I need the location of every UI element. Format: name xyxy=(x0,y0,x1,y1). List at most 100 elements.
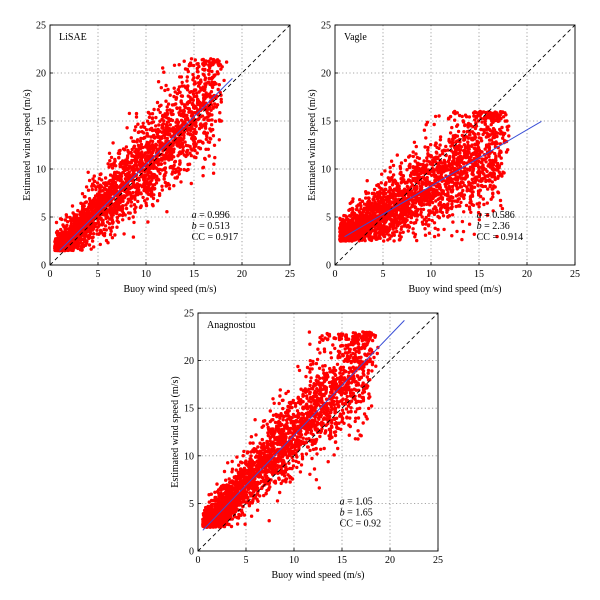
data-point xyxy=(192,106,196,110)
data-point xyxy=(472,146,476,150)
data-point xyxy=(162,133,166,137)
data-point xyxy=(492,132,496,136)
data-point xyxy=(124,206,129,211)
data-point xyxy=(484,178,489,183)
data-point xyxy=(381,200,385,204)
data-point xyxy=(65,244,70,248)
data-point xyxy=(411,150,415,154)
data-point xyxy=(182,59,186,63)
data-point xyxy=(167,133,171,137)
data-point xyxy=(182,130,186,134)
data-point xyxy=(171,112,175,117)
data-point xyxy=(483,184,488,189)
data-point xyxy=(408,192,413,196)
data-point xyxy=(192,89,196,93)
data-point xyxy=(482,202,486,207)
data-point xyxy=(355,204,359,208)
data-point xyxy=(135,158,139,162)
data-point xyxy=(440,165,444,169)
data-point xyxy=(342,219,346,223)
data-point xyxy=(143,174,148,179)
data-point xyxy=(62,230,66,235)
data-point xyxy=(398,166,403,171)
data-point xyxy=(401,230,405,234)
data-point xyxy=(209,123,214,127)
data-point xyxy=(199,122,203,126)
stat-b: b = 0.513 xyxy=(192,221,230,232)
data-point xyxy=(420,220,425,224)
data-point xyxy=(453,199,457,203)
data-point xyxy=(219,67,223,71)
data-point xyxy=(129,204,133,208)
data-point xyxy=(493,118,497,123)
data-point xyxy=(57,245,61,250)
data-point xyxy=(161,113,165,118)
data-point xyxy=(434,150,438,154)
data-point xyxy=(395,185,399,190)
data-point xyxy=(114,211,119,216)
data-point xyxy=(101,189,105,193)
data-point xyxy=(455,111,459,115)
y-tick-label: 25 xyxy=(36,21,46,32)
data-point xyxy=(180,150,184,155)
data-point xyxy=(130,165,134,169)
data-point xyxy=(471,190,475,194)
data-point xyxy=(192,142,196,147)
data-point xyxy=(462,161,466,165)
data-point xyxy=(212,143,217,147)
data-point xyxy=(82,233,86,237)
data-point xyxy=(411,176,415,181)
data-point xyxy=(459,185,464,189)
data-point xyxy=(70,217,75,221)
data-point xyxy=(136,122,140,126)
data-point xyxy=(427,203,432,207)
data-point xyxy=(461,229,466,234)
data-point xyxy=(414,144,418,149)
data-point xyxy=(409,215,413,219)
data-point xyxy=(160,124,165,129)
data-point xyxy=(424,123,428,127)
data-point xyxy=(455,145,460,149)
data-point xyxy=(157,140,161,144)
data-point xyxy=(196,74,201,79)
data-point xyxy=(390,195,394,199)
data-point xyxy=(88,226,92,230)
data-point xyxy=(163,161,167,165)
data-point xyxy=(391,163,396,168)
data-point xyxy=(141,145,145,150)
data-point xyxy=(73,232,78,236)
data-point xyxy=(100,209,104,213)
data-point xyxy=(413,185,417,189)
regression-line xyxy=(59,78,233,251)
data-point xyxy=(97,232,101,236)
data-point xyxy=(53,248,57,252)
data-point xyxy=(118,200,123,205)
data-point xyxy=(470,172,474,176)
data-point xyxy=(461,188,465,193)
data-point xyxy=(95,181,100,185)
data-point xyxy=(444,167,448,172)
data-point xyxy=(110,225,115,229)
data-point xyxy=(111,174,115,179)
data-point xyxy=(196,62,200,66)
data-point xyxy=(476,189,481,193)
data-point xyxy=(151,196,156,201)
data-point xyxy=(479,194,483,199)
data-point xyxy=(214,96,218,101)
data-point xyxy=(110,236,115,240)
data-point xyxy=(88,205,92,210)
data-point xyxy=(476,145,481,150)
data-point xyxy=(130,154,134,158)
data-point xyxy=(166,148,170,152)
data-point xyxy=(103,176,108,180)
data-point xyxy=(443,149,447,153)
data-point xyxy=(134,115,139,119)
data-point xyxy=(185,128,190,133)
data-point xyxy=(432,122,436,127)
data-point xyxy=(488,184,492,189)
data-point xyxy=(419,207,423,211)
data-point xyxy=(139,166,144,170)
data-point xyxy=(151,120,156,124)
data-point xyxy=(450,234,454,238)
